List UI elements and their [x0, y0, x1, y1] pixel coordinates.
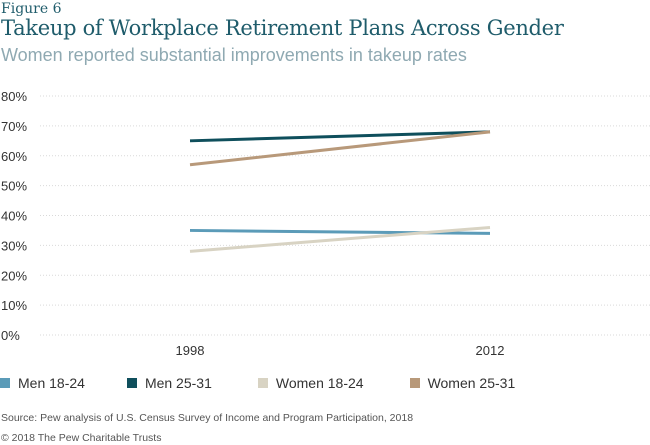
legend-item: Women 25-31 [409, 375, 516, 391]
y-tick-label: 80% [1, 89, 27, 104]
y-tick-label: 0% [1, 328, 20, 343]
legend-item: Women 18-24 [257, 375, 364, 391]
legend-swatch [257, 378, 268, 388]
y-tick-label: 70% [1, 119, 27, 134]
y-tick-label: 40% [1, 209, 27, 224]
line-chart: 0% 10% 20% 30% 40% 50% 60% 70% 80% 1998 2012 [1, 89, 650, 358]
copyright-note: © 2018 The Pew Charitable Trusts [1, 432, 162, 444]
legend-label: Men 25-31 [144, 375, 212, 391]
x-tick-label: 1998 [176, 343, 205, 358]
y-tick-label: 60% [1, 149, 27, 164]
legend-swatch [0, 378, 10, 388]
series-line-women-18-24 [189, 225, 491, 253]
source-note: Source: Pew analysis of U.S. Census Surv… [1, 412, 414, 424]
y-tick-label: 30% [1, 238, 27, 253]
figure-label: Figure 6 [1, 1, 62, 17]
y-tick-label: 50% [1, 179, 27, 194]
y-tick-label: 20% [1, 268, 27, 283]
legend-label: Women 25-31 [427, 375, 516, 391]
legend-label: Women 18-24 [275, 375, 364, 391]
legend-swatch [126, 378, 137, 388]
legend-swatch [409, 378, 420, 388]
legend-item: Men 18-24 [0, 375, 85, 391]
chart-subtitle: Women reported substantial improvements … [1, 45, 467, 65]
chart-legend: Men 18-24 Men 25-31 Women 18-24 Women 25-31 [0, 375, 560, 391]
chart-title: Takeup of Workplace Retirement Plans Acr… [1, 16, 564, 40]
series-line-men-25-31 [189, 130, 491, 143]
series-line-women-25-31 [189, 130, 491, 167]
legend-item: Men 25-31 [126, 375, 212, 391]
legend-label: Men 18-24 [18, 375, 85, 391]
y-tick-label: 10% [1, 298, 27, 313]
x-tick-label: 2012 [476, 343, 505, 358]
